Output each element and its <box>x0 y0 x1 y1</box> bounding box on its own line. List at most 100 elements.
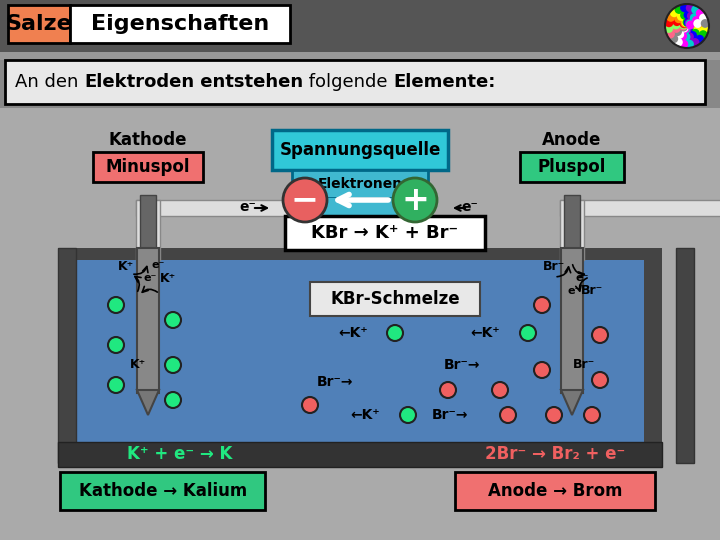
Text: e⁻: e⁻ <box>462 200 478 214</box>
Circle shape <box>680 19 689 28</box>
Circle shape <box>670 9 679 17</box>
Circle shape <box>684 18 693 27</box>
Circle shape <box>387 325 403 341</box>
Circle shape <box>685 19 693 28</box>
Text: An den: An den <box>15 73 84 91</box>
Bar <box>455 472 655 510</box>
Bar <box>136 200 160 260</box>
Bar <box>58 248 662 463</box>
Circle shape <box>683 25 691 34</box>
Text: e⁻: e⁻ <box>567 286 581 296</box>
Circle shape <box>680 39 688 49</box>
Bar <box>560 200 584 260</box>
Text: Br⁻→: Br⁻→ <box>432 408 468 422</box>
Bar <box>76 260 644 453</box>
Circle shape <box>666 30 675 38</box>
Circle shape <box>592 372 608 388</box>
Bar <box>60 472 265 510</box>
Circle shape <box>681 25 690 34</box>
Text: ←K⁺: ←K⁺ <box>350 408 380 422</box>
Circle shape <box>687 11 696 21</box>
Circle shape <box>696 35 704 44</box>
Circle shape <box>165 392 181 408</box>
Text: entstehen: entstehen <box>194 73 303 91</box>
Text: e⁻: e⁻ <box>575 273 589 283</box>
Circle shape <box>520 325 536 341</box>
Text: Spannungsquelle: Spannungsquelle <box>279 141 441 159</box>
Circle shape <box>685 40 694 49</box>
Circle shape <box>534 297 550 313</box>
Circle shape <box>680 11 689 19</box>
Bar <box>292 170 428 198</box>
Circle shape <box>685 32 694 41</box>
Circle shape <box>440 382 456 398</box>
Text: Elemente:: Elemente: <box>394 73 496 91</box>
Polygon shape <box>561 390 583 415</box>
Circle shape <box>546 407 562 423</box>
Text: e⁻: e⁻ <box>240 200 256 214</box>
Circle shape <box>283 178 327 222</box>
Text: e⁻: e⁻ <box>151 260 165 270</box>
Text: ←K⁺: ←K⁺ <box>338 326 368 340</box>
Bar <box>292 198 428 218</box>
Circle shape <box>701 25 709 33</box>
Circle shape <box>692 16 701 25</box>
Text: Elektronen: Elektronen <box>318 177 402 191</box>
Circle shape <box>699 30 708 39</box>
Text: KBr → K⁺ + Br⁻: KBr → K⁺ + Br⁻ <box>312 224 459 242</box>
Circle shape <box>679 23 688 31</box>
Circle shape <box>672 24 680 33</box>
Circle shape <box>665 18 673 27</box>
Circle shape <box>688 31 697 40</box>
Circle shape <box>683 11 693 19</box>
Text: Kathode: Kathode <box>109 131 187 149</box>
Circle shape <box>690 38 699 47</box>
Text: e⁻: e⁻ <box>143 273 157 283</box>
Circle shape <box>686 22 695 30</box>
Text: Br⁻→: Br⁻→ <box>444 358 480 372</box>
Circle shape <box>680 3 689 12</box>
Circle shape <box>673 27 682 36</box>
Bar <box>5 60 705 104</box>
Circle shape <box>680 19 688 28</box>
Circle shape <box>681 18 690 27</box>
Text: Br⁻: Br⁻ <box>573 359 595 372</box>
Bar <box>0 0 720 52</box>
Circle shape <box>690 14 698 22</box>
Circle shape <box>693 19 702 28</box>
Circle shape <box>302 397 318 413</box>
Circle shape <box>667 13 675 22</box>
Circle shape <box>685 19 694 28</box>
Text: K⁺: K⁺ <box>160 272 176 285</box>
Text: Minuspol: Minuspol <box>106 158 190 176</box>
Text: Elektroden: Elektroden <box>84 73 194 91</box>
Bar <box>58 442 662 467</box>
Bar <box>564 195 580 253</box>
Circle shape <box>679 21 688 29</box>
Circle shape <box>699 14 708 22</box>
Bar <box>676 248 694 463</box>
Circle shape <box>686 21 695 29</box>
Bar <box>285 216 485 250</box>
Circle shape <box>672 17 681 26</box>
Text: Anode → Brom: Anode → Brom <box>487 482 622 500</box>
Text: Br⁻: Br⁻ <box>581 285 603 298</box>
Circle shape <box>592 327 608 343</box>
Circle shape <box>685 4 695 12</box>
Bar <box>310 282 480 316</box>
Circle shape <box>691 5 700 14</box>
Text: Salze: Salze <box>6 14 73 34</box>
Circle shape <box>500 407 516 423</box>
Circle shape <box>492 382 508 398</box>
Bar <box>58 248 76 463</box>
Circle shape <box>672 21 680 30</box>
Circle shape <box>165 312 181 328</box>
Text: Anode: Anode <box>542 131 602 149</box>
Circle shape <box>400 407 416 423</box>
Circle shape <box>701 19 709 28</box>
Bar <box>561 248 583 393</box>
Bar <box>0 52 720 60</box>
Text: KBr-Schmelze: KBr-Schmelze <box>330 290 460 308</box>
Circle shape <box>393 178 437 222</box>
Bar <box>136 200 311 216</box>
